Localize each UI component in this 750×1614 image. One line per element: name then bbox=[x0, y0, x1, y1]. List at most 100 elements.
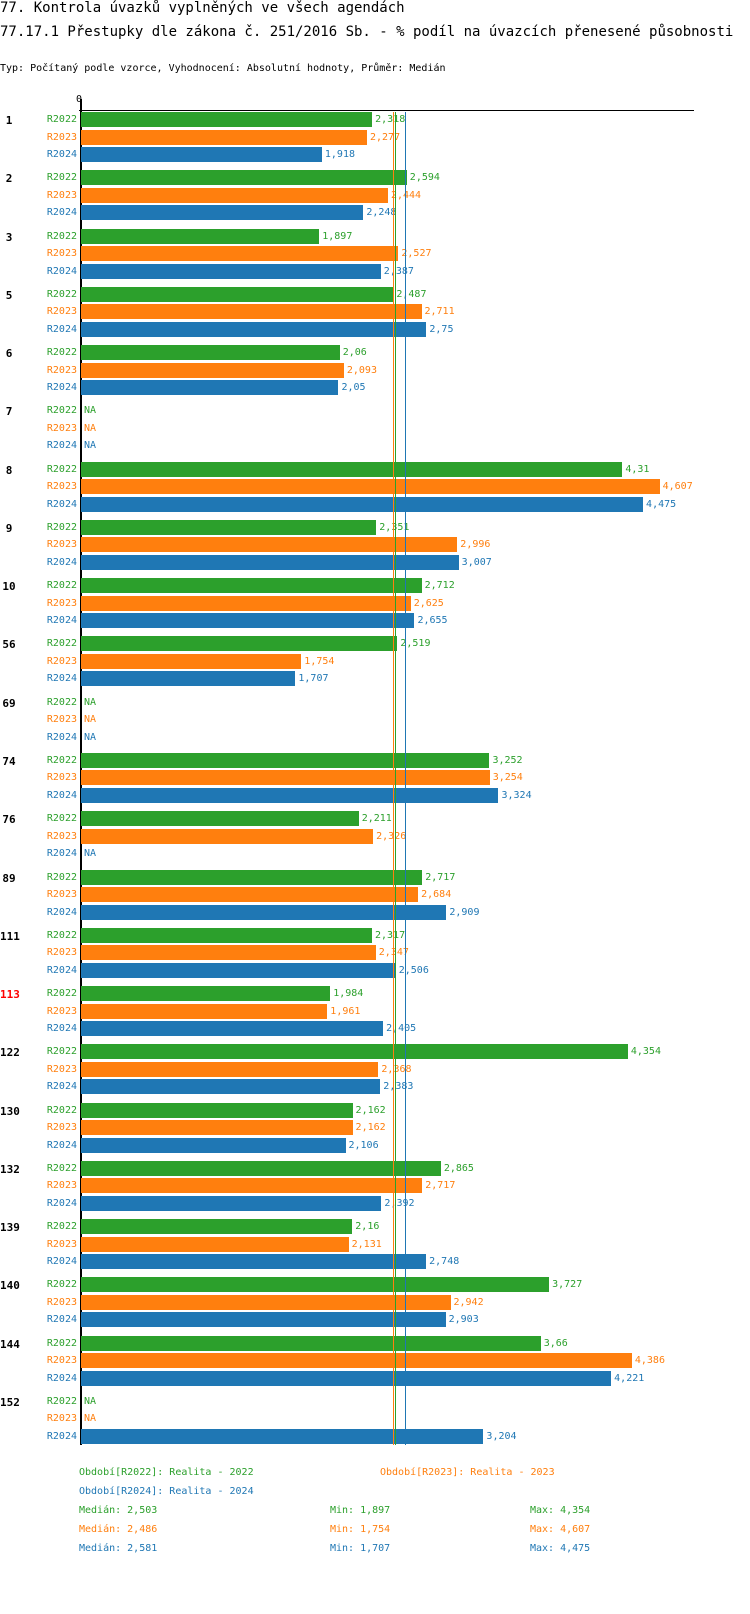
series-label: R2023 bbox=[46, 1122, 77, 1134]
series-label: R2024 bbox=[46, 1139, 77, 1151]
bar-r2024 bbox=[81, 554, 459, 570]
value-label: 3,007 bbox=[461, 556, 492, 568]
series-label: R2022 bbox=[46, 230, 77, 242]
bar-r2022 bbox=[81, 1335, 541, 1351]
value-label: 2,942 bbox=[453, 1296, 484, 1308]
bar-r2023 bbox=[81, 1294, 451, 1310]
group-label: 1 bbox=[5, 114, 13, 127]
series-label: R2024 bbox=[46, 1256, 77, 1268]
bar-r2023 bbox=[81, 1178, 423, 1194]
bar-r2022 bbox=[81, 286, 394, 302]
value-label: 4,475 bbox=[646, 498, 677, 510]
series-label: R2022 bbox=[46, 1162, 77, 1174]
value-label: 2,506 bbox=[398, 964, 429, 976]
value-label: 3,66 bbox=[543, 1337, 568, 1349]
series-label: R2023 bbox=[46, 597, 77, 609]
median-line-r2022 bbox=[395, 112, 397, 1445]
group-label: 74 bbox=[2, 754, 16, 768]
value-label: 2,05 bbox=[341, 382, 366, 394]
bar-r2023 bbox=[81, 187, 388, 203]
median-r2023: Medián: 2,486 bbox=[79, 1524, 158, 1535]
series-label: R2022 bbox=[46, 463, 77, 475]
value-label: 2,162 bbox=[355, 1104, 386, 1116]
series-label: R2022 bbox=[46, 172, 77, 184]
series-label: R2023 bbox=[46, 422, 77, 434]
value-label: 2,865 bbox=[443, 1162, 474, 1174]
value-label: 2,162 bbox=[355, 1122, 386, 1134]
bar-r2024 bbox=[81, 787, 499, 803]
series-label: R2023 bbox=[46, 947, 77, 959]
group-label: 140 bbox=[0, 1279, 20, 1293]
value-label: 2,318 bbox=[375, 114, 406, 125]
bar-r2023 bbox=[81, 1353, 632, 1369]
bar-r2022 bbox=[81, 1044, 628, 1060]
series-label: R2023 bbox=[46, 189, 77, 201]
value-label: 2,248 bbox=[366, 207, 397, 219]
bar-r2022 bbox=[81, 345, 340, 361]
series-label: R2024 bbox=[46, 1372, 77, 1384]
bar-r2022 bbox=[81, 519, 377, 535]
series-label: R2022 bbox=[46, 638, 77, 650]
series-label: R2022 bbox=[46, 1046, 77, 1058]
series-label: R2023 bbox=[46, 830, 77, 842]
bar-r2022 bbox=[81, 1160, 441, 1176]
value-label: NA bbox=[84, 731, 97, 743]
series-label: R2022 bbox=[46, 813, 77, 825]
value-label: 2,277 bbox=[369, 131, 401, 143]
series-label: R2024 bbox=[46, 1430, 77, 1442]
bar-r2023 bbox=[81, 653, 302, 669]
chart-type-info: Typ: Počítaný podle vzorce, Vyhodnocení:… bbox=[0, 63, 446, 74]
value-label: 2,625 bbox=[413, 597, 444, 609]
bar-r2022 bbox=[81, 170, 407, 186]
bar-r2023 bbox=[81, 479, 660, 495]
group-label: 8 bbox=[5, 463, 13, 477]
median-r2024: Medián: 2,581 bbox=[79, 1543, 158, 1554]
series-label: R2022 bbox=[46, 871, 77, 883]
series-label: R2023 bbox=[46, 1180, 77, 1192]
bar-r2022 bbox=[81, 112, 373, 127]
value-label: 2,06 bbox=[342, 347, 367, 359]
series-label: R2023 bbox=[46, 539, 77, 551]
series-label: R2024 bbox=[46, 906, 77, 918]
series-label: R2024 bbox=[46, 731, 77, 743]
value-label: 2,711 bbox=[424, 306, 455, 318]
value-label: 2,317 bbox=[375, 929, 406, 941]
value-label: 4,386 bbox=[634, 1355, 665, 1367]
bar-r2022 bbox=[81, 927, 372, 943]
chart-title: 77. Kontrola úvazků vyplněných ve všech … bbox=[0, 0, 405, 16]
series-label: R2022 bbox=[46, 347, 77, 359]
bar-r2024 bbox=[81, 962, 396, 978]
value-label: 2,368 bbox=[381, 1063, 412, 1075]
series-label: R2023 bbox=[46, 1005, 77, 1017]
bar-r2024 bbox=[81, 205, 364, 221]
median-line-r2024 bbox=[405, 112, 407, 1445]
series-label: R2022 bbox=[46, 288, 77, 300]
max-r2022: Max: 4,354 bbox=[530, 1505, 591, 1516]
series-label: R2023 bbox=[46, 364, 77, 376]
value-label: 4,221 bbox=[614, 1372, 645, 1384]
bar-r2022 bbox=[81, 228, 320, 244]
legend-period-r2023: Období[R2023]: Realita - 2023 bbox=[380, 1467, 555, 1478]
value-label: 2,909 bbox=[449, 906, 480, 918]
bar-r2022 bbox=[81, 461, 623, 477]
value-label: 2,655 bbox=[417, 615, 448, 627]
value-label: 2,487 bbox=[396, 288, 427, 300]
value-label: 2,326 bbox=[376, 830, 407, 842]
group-label: 3 bbox=[5, 230, 13, 244]
series-label: R2022 bbox=[46, 988, 77, 1000]
series-label: R2022 bbox=[46, 1104, 77, 1116]
series-label: R2023 bbox=[46, 655, 77, 667]
value-label: 2,519 bbox=[400, 638, 431, 650]
value-label: 2,106 bbox=[348, 1139, 379, 1151]
value-label: NA bbox=[84, 1395, 97, 1407]
value-label: NA bbox=[84, 405, 97, 417]
bar-r2023 bbox=[81, 1236, 349, 1252]
group-label: 7 bbox=[5, 405, 13, 419]
value-label: 1,961 bbox=[330, 1005, 361, 1017]
bar-r2023 bbox=[81, 828, 374, 844]
group-label: 152 bbox=[0, 1395, 20, 1409]
bar-r2023 bbox=[81, 1120, 353, 1136]
series-label: R2023 bbox=[46, 772, 77, 784]
value-label: 2,131 bbox=[351, 1238, 382, 1250]
value-label: 2,717 bbox=[425, 871, 456, 883]
